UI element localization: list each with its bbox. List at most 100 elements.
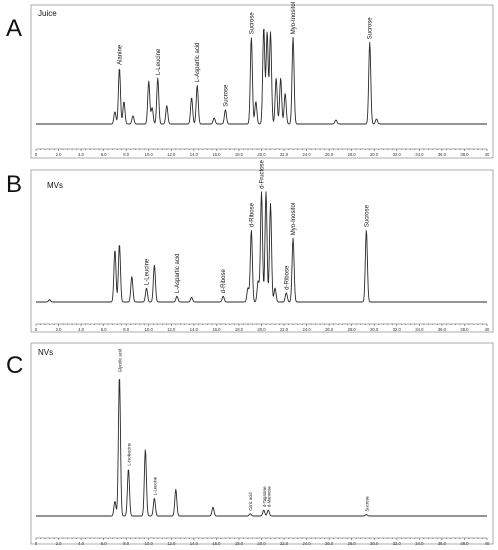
x-tick-label: 38.0 [460, 541, 469, 546]
x-tick-label: 32.0 [393, 152, 402, 157]
x-tick-label: 8.0 [123, 152, 129, 157]
x-tick-label: 4.0 [78, 327, 84, 332]
x-tick-label: 34.0 [415, 327, 424, 332]
x-tick-label: 40 [485, 541, 490, 546]
x-tick-label: 14.0 [190, 152, 199, 157]
panel-label-b: B [6, 171, 22, 198]
panel-a-plot: 0 2.0 4.0 6.0 8.0 10.0 12.0 14.0 16.0 18.0 20.0 22.… [35, 2, 490, 157]
peak-label: L-Leucine [152, 476, 157, 495]
x-tick-label: 12.0 [167, 327, 176, 332]
panel-c-frame [30, 342, 494, 545]
x-tick-label: 26.0 [325, 152, 334, 157]
x-tick-label: 18.0 [235, 327, 244, 332]
panel-b-title: MVs [47, 181, 63, 190]
peak-label: d-Ribose [221, 269, 227, 294]
peak-label: Sucrose [223, 84, 229, 107]
x-tick-label: 14.0 [190, 327, 199, 332]
x-tick-label: 6.0 [101, 327, 107, 332]
x-tick-label: 16.0 [212, 541, 221, 546]
x-tick-label: 10.0 [145, 327, 154, 332]
panel-b-plot: 0 2.0 4.0 6.0 8.0 10.0 12.0 14.0 16.0 18.0 20.0 22.… [35, 159, 490, 332]
x-tick-label: 0 [35, 152, 38, 157]
peak-label: d-Ribose [284, 265, 290, 290]
panel-label-c: C [6, 352, 23, 379]
x-tick-label: 16.0 [212, 152, 221, 157]
panel-c-title: NVs [38, 348, 53, 357]
x-tick-label: 40 [485, 152, 490, 157]
x-tick-label: 36.0 [438, 541, 447, 546]
x-tick-label: 4.0 [78, 152, 84, 157]
chromatogram-trace [36, 28, 487, 125]
peak-label: L-Leucine [145, 258, 151, 285]
x-tick-label: 6.0 [101, 541, 107, 546]
peak-label: L-Aspartic acid [175, 254, 181, 294]
x-tick-label: 18.0 [235, 152, 244, 157]
x-tick-label: 14.0 [190, 541, 199, 546]
x-tick-label: 4.0 [78, 541, 84, 546]
x-tick-label: 0 [35, 327, 38, 332]
x-tick-label: 34.0 [415, 152, 424, 157]
panel-b-frame [30, 169, 494, 333]
x-tick-label: 24.0 [303, 152, 312, 157]
x-tick-label: 28.0 [348, 327, 357, 332]
panel-a-title: Juice [38, 9, 57, 18]
peak-label: L-Aspartic acid [195, 43, 201, 83]
panel-c-plot: 0 2.0 4.0 6.0 8.0 10.0 12.0 14.0 16.0 18.0 20.0 22.… [35, 348, 490, 546]
peak-label: Alanine [117, 44, 123, 65]
x-tick-label: 12.0 [167, 152, 176, 157]
peak-label: Sucrose [364, 204, 370, 227]
x-tick-label: 38.0 [460, 152, 469, 157]
x-tick-label: 6.0 [101, 152, 107, 157]
x-tick-label: 0 [35, 541, 38, 546]
x-tick-label: 30.0 [370, 327, 379, 332]
x-tick-label: 10.0 [145, 152, 154, 157]
peak-label: Glycolic acid [117, 348, 122, 372]
x-tick-label: 24.0 [303, 541, 312, 546]
x-tick-label: 28.0 [348, 152, 357, 157]
peak-label: Myo-Inositol [291, 2, 297, 34]
peak-label: Sucrose [249, 12, 255, 35]
peak-label: d-Ribose [249, 202, 255, 227]
x-tick-label: 16.0 [212, 327, 221, 332]
x-tick-label: 34.0 [415, 541, 424, 546]
x-tick-label: 24.0 [303, 327, 312, 332]
x-tick-label: 2.0 [56, 541, 62, 546]
peak-label: Sucrose [364, 495, 369, 511]
x-tick-label: 2.0 [56, 152, 62, 157]
chromatogram-trace [36, 379, 487, 517]
peak-label: Myo-Inositol [291, 203, 297, 235]
x-tick-label: 36.0 [438, 327, 447, 332]
x-tick-label: 38.0 [460, 327, 469, 332]
x-tick-label: 22.0 [280, 152, 289, 157]
x-tick-label: 22.0 [280, 541, 289, 546]
x-tick-label: 32.0 [393, 541, 402, 546]
x-tick-label: 8.0 [123, 327, 129, 332]
peak-label: Citric acid [248, 492, 253, 511]
peak-label: L-Leucine [156, 48, 162, 75]
peak-label: L-Isoleucine [127, 442, 132, 465]
chromatogram-trace [36, 191, 487, 303]
panel-a-frame [30, 4, 494, 159]
x-tick-label: 36.0 [438, 152, 447, 157]
x-tick-label: 20.0 [257, 541, 266, 546]
x-tick-label: 40 [485, 327, 490, 332]
x-tick-label: 26.0 [325, 541, 334, 546]
peak-label: d-Mannose [266, 485, 271, 507]
x-tick-label: 30.0 [370, 152, 379, 157]
x-tick-label: 12.0 [167, 541, 176, 546]
x-tick-label: 30.0 [370, 541, 379, 546]
peak-label: d-Fructose [260, 159, 266, 188]
x-tick-label: 32.0 [393, 327, 402, 332]
x-tick-label: 26.0 [325, 327, 334, 332]
x-tick-label: 20.0 [257, 152, 266, 157]
x-tick-label: 10.0 [145, 541, 154, 546]
x-tick-label: 8.0 [123, 541, 129, 546]
x-tick-label: 28.0 [348, 541, 357, 546]
panel-label-a: A [6, 15, 22, 42]
x-tick-label: 18.0 [235, 541, 244, 546]
x-tick-label: 20.0 [257, 327, 266, 332]
x-tick-label: 2.0 [56, 327, 62, 332]
peak-label: d-Tagatose [262, 486, 267, 507]
x-tick-label: 22.0 [280, 327, 289, 332]
